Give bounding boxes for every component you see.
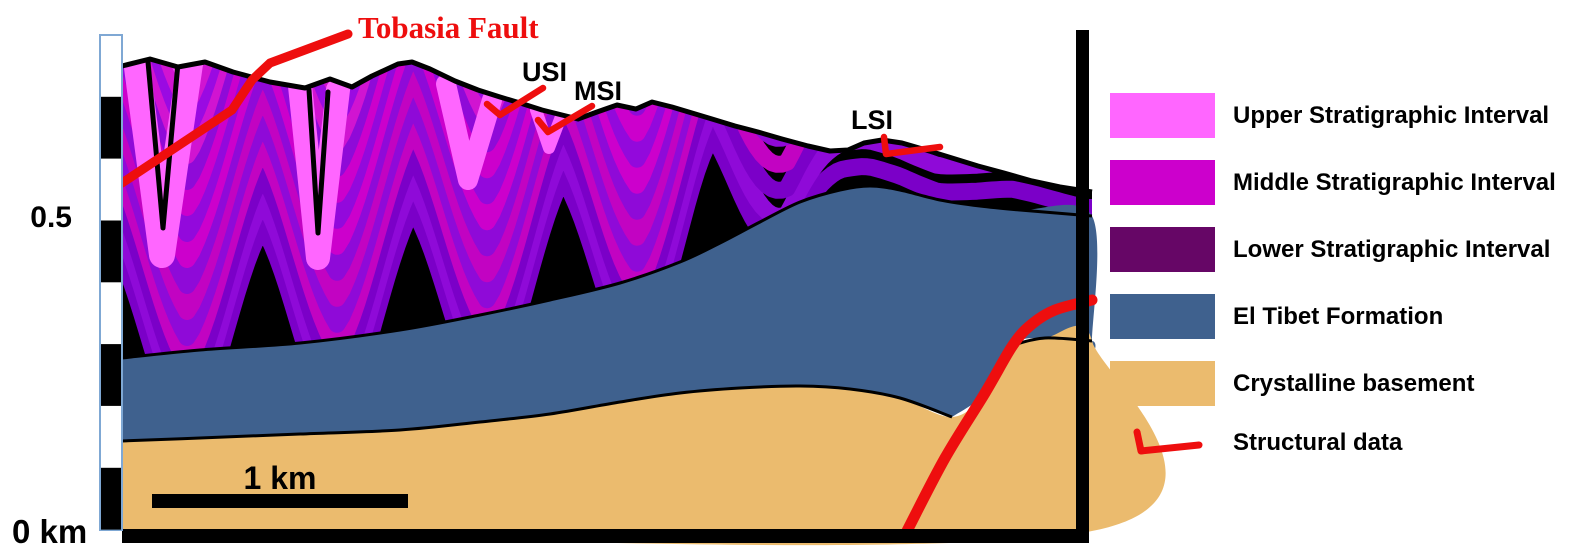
legend-item-4: Crystalline basement xyxy=(1110,361,1589,406)
crystalline-basement-layer xyxy=(122,325,1166,546)
legend-item-1: Middle Stratigraphic Interval xyxy=(1110,160,1589,205)
section-bottom-border xyxy=(122,529,1089,543)
legend-item-2: Lower Stratigraphic Interval xyxy=(1110,227,1589,272)
legend-label: Crystalline basement xyxy=(1233,369,1475,397)
legend-swatch-2 xyxy=(1110,227,1215,272)
structural-data-symbol-lsi xyxy=(880,133,944,158)
tobasia-fault-label: Tobasia Fault xyxy=(358,10,539,45)
legend-item-3: El Tibet Formation xyxy=(1110,294,1589,339)
basement-top-contact-left xyxy=(121,384,953,443)
horizontal-scale-bar xyxy=(152,494,408,508)
el-tibet-formation-layer xyxy=(122,186,1098,441)
legend-label: Middle Stratigraphic Interval xyxy=(1233,168,1556,196)
structural-data-symbol-msi xyxy=(534,102,596,136)
legend-label: Upper Stratigraphic Interval xyxy=(1233,101,1550,129)
structural-data-symbol-usi xyxy=(483,84,547,119)
tobasia-fault-line xyxy=(117,29,353,188)
horizontal-scale-label: 1 km xyxy=(244,460,317,496)
lsi-label: LSI xyxy=(851,105,893,135)
usi-fold-core xyxy=(288,74,350,270)
usi-fold-core xyxy=(145,59,181,231)
topographic-surface-line xyxy=(121,56,1093,195)
usi-fold-core xyxy=(436,74,502,190)
vertical-scale-zero-label: 0 km xyxy=(12,513,87,550)
legend-label: Structural data xyxy=(1233,429,1403,456)
legend-swatch-1 xyxy=(1110,160,1215,205)
structural-data-symbol xyxy=(1133,428,1203,455)
legend-swatch-0 xyxy=(1110,93,1215,138)
usi-fold-core xyxy=(123,59,203,268)
usi-label: USI xyxy=(522,57,567,87)
usi-fold-core xyxy=(306,87,331,236)
legend-swatch-3 xyxy=(1110,294,1215,339)
msi-label: MSI xyxy=(574,76,622,106)
legend: Upper Stratigraphic Interval Middle Strat… xyxy=(1095,0,1589,551)
vertical-scale-upper-label: 0.5 xyxy=(30,201,72,234)
el-tibet-top-contact xyxy=(121,184,1093,360)
section-right-border xyxy=(1076,30,1089,543)
legend-label: El Tibet Formation xyxy=(1233,302,1444,330)
basement-fault-line xyxy=(901,294,1098,537)
legend-item-5: Structural data xyxy=(1110,428,1589,458)
legend-label: Lower Stratigraphic Interval xyxy=(1233,235,1551,263)
vertical-scale-bar xyxy=(99,34,123,531)
legend-item-0: Upper Stratigraphic Interval xyxy=(1110,93,1589,138)
legend-swatch-4 xyxy=(1110,361,1215,406)
